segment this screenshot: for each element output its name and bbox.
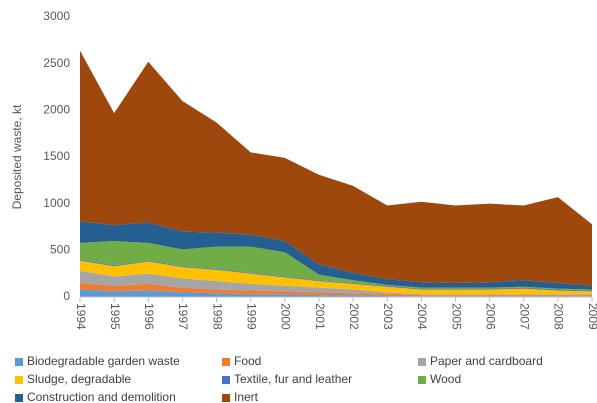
- x-tick-label: 2008: [552, 303, 566, 330]
- x-tick-label: 1996: [142, 303, 156, 330]
- area: [80, 260, 592, 295]
- x-tick-label: 2007: [518, 303, 532, 330]
- x-tick-label: 2002: [347, 303, 361, 330]
- legend-label: Food: [234, 354, 261, 368]
- legend-swatch: [15, 394, 23, 402]
- x-tick-label: 1995: [108, 303, 122, 330]
- legend-label: Biodegradable garden waste: [27, 354, 180, 368]
- x-tick-label: 2006: [483, 303, 497, 330]
- legend: Biodegradable garden waste Food Paper and …: [15, 354, 543, 403]
- y-tick-label: 500: [50, 243, 70, 257]
- y-tick-label: 3000: [43, 9, 70, 23]
- x-tick-label: 1998: [210, 303, 224, 330]
- x-tick-label: 2001: [313, 303, 327, 330]
- legend-label: Paper and cardboard: [430, 354, 543, 368]
- area: [80, 270, 592, 296]
- legend-label: Textile, fur and leather: [234, 372, 352, 386]
- area: [80, 221, 592, 290]
- x-tick-label: 2009: [586, 303, 597, 330]
- legend-label: Inert: [234, 390, 259, 403]
- area: [80, 50, 592, 286]
- x-tick-label: 1997: [176, 303, 190, 330]
- legend-label: Construction and demolition: [27, 390, 176, 403]
- area: [80, 289, 592, 297]
- x-tick-label: 2003: [381, 303, 395, 330]
- y-tick-label: 1500: [43, 149, 70, 163]
- legend-swatch: [418, 376, 426, 384]
- y-tick-label: 0: [63, 289, 70, 303]
- x-tick-label: 1999: [244, 303, 258, 330]
- legend-label: Sludge, degradable: [27, 372, 131, 386]
- y-tick-label: 2500: [43, 56, 70, 70]
- legend-label: Wood: [430, 372, 461, 386]
- area: [80, 241, 592, 291]
- legend-swatch: [15, 358, 23, 366]
- x-tick-label: 2004: [415, 303, 429, 330]
- area: [80, 283, 592, 297]
- x-tick-label: 1994: [74, 303, 88, 330]
- legend-swatch: [222, 358, 230, 366]
- y-axis-title: Deposited waste, kt: [10, 104, 24, 209]
- legend-swatch: [222, 376, 230, 384]
- y-tick-label: 2000: [43, 103, 70, 117]
- legend-swatch: [15, 376, 23, 384]
- x-tick-label: 2000: [279, 303, 293, 330]
- legend-swatch: [222, 394, 230, 402]
- y-tick-label: 1000: [43, 196, 70, 210]
- legend-swatch: [418, 358, 426, 366]
- x-tick-label: 2005: [449, 303, 463, 330]
